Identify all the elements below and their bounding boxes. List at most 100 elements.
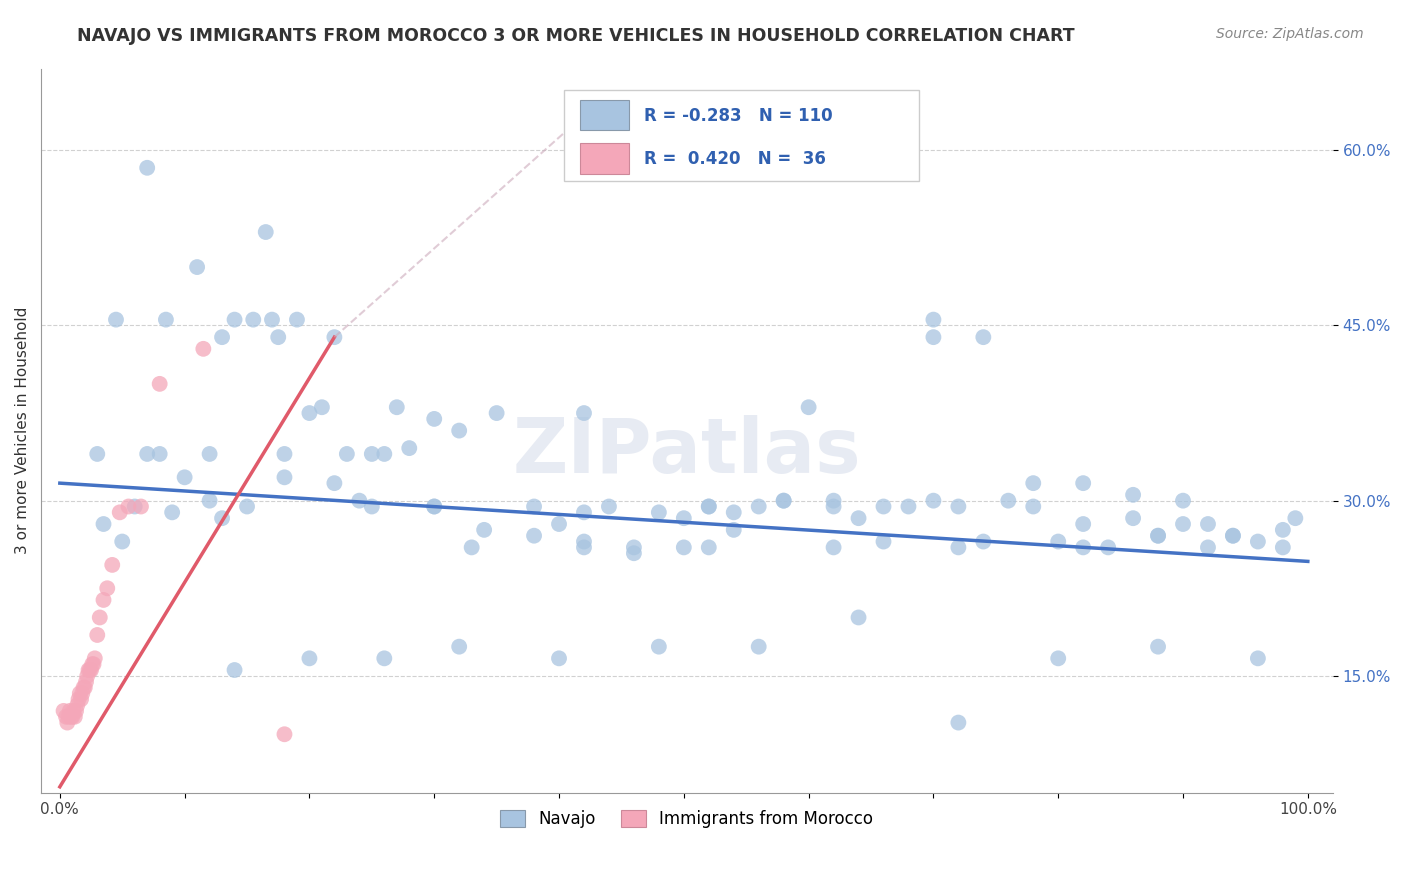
Point — [75, 674, 97, 689]
Point — [79, 663, 101, 677]
Point — [423, 500, 446, 514]
Point — [972, 534, 994, 549]
Point — [93, 516, 115, 531]
Point — [52, 704, 75, 718]
Point — [360, 500, 382, 514]
Point — [65, 704, 87, 718]
Point — [449, 424, 471, 438]
Point — [254, 225, 277, 239]
Point — [997, 493, 1019, 508]
Point — [160, 505, 183, 519]
Point — [1047, 651, 1070, 665]
Point — [872, 500, 894, 514]
Point — [260, 312, 283, 326]
Point — [101, 558, 124, 572]
Point — [198, 447, 221, 461]
Point — [948, 715, 970, 730]
Point — [948, 500, 970, 514]
Point — [373, 447, 395, 461]
Point — [62, 704, 84, 718]
Point — [267, 330, 290, 344]
Point — [572, 541, 595, 555]
Point — [472, 523, 495, 537]
Point — [723, 523, 745, 537]
Point — [823, 493, 845, 508]
Point — [298, 406, 321, 420]
Point — [385, 401, 408, 415]
Point — [149, 376, 172, 391]
Point — [823, 500, 845, 514]
Point — [136, 447, 159, 461]
Point — [1022, 500, 1045, 514]
Point — [58, 710, 80, 724]
Text: Source: ZipAtlas.com: Source: ZipAtlas.com — [1216, 27, 1364, 41]
Point — [86, 447, 108, 461]
Point — [273, 727, 295, 741]
Point — [373, 651, 395, 665]
Point — [623, 541, 645, 555]
Point — [423, 412, 446, 426]
Point — [1197, 516, 1219, 531]
Point — [423, 500, 446, 514]
Point — [273, 447, 295, 461]
Point — [672, 541, 695, 555]
Point — [697, 500, 720, 514]
FancyBboxPatch shape — [564, 90, 920, 181]
Point — [155, 312, 177, 326]
Point — [897, 500, 920, 514]
Point — [186, 260, 208, 274]
FancyBboxPatch shape — [579, 100, 628, 130]
Point — [224, 663, 246, 677]
Point — [242, 312, 264, 326]
Point — [1122, 511, 1144, 525]
Point — [872, 534, 894, 549]
Point — [273, 470, 295, 484]
Point — [572, 505, 595, 519]
Text: NAVAJO VS IMMIGRANTS FROM MOROCCO 3 OR MORE VEHICLES IN HOUSEHOLD CORRELATION CH: NAVAJO VS IMMIGRANTS FROM MOROCCO 3 OR M… — [77, 27, 1076, 45]
Point — [848, 610, 870, 624]
Point — [1022, 476, 1045, 491]
Point — [129, 500, 152, 514]
Point — [77, 663, 100, 677]
Point — [697, 541, 720, 555]
Point — [697, 500, 720, 514]
Point — [648, 640, 671, 654]
Text: ZIPatlas: ZIPatlas — [513, 416, 862, 490]
Point — [1071, 516, 1094, 531]
Point — [323, 330, 346, 344]
Point — [1222, 529, 1244, 543]
Point — [572, 534, 595, 549]
Point — [823, 541, 845, 555]
Point — [86, 628, 108, 642]
Point — [211, 330, 233, 344]
Point — [83, 651, 105, 665]
Point — [1171, 493, 1194, 508]
Point — [336, 447, 359, 461]
Y-axis label: 3 or more Vehicles in Household: 3 or more Vehicles in Household — [15, 307, 30, 554]
Point — [285, 312, 308, 326]
Point — [124, 500, 146, 514]
Point — [972, 330, 994, 344]
Point — [598, 500, 620, 514]
Point — [1222, 529, 1244, 543]
Point — [63, 710, 86, 724]
Point — [76, 669, 98, 683]
Point — [672, 511, 695, 525]
Point — [922, 312, 945, 326]
Point — [211, 511, 233, 525]
Point — [111, 534, 134, 549]
Point — [1271, 541, 1294, 555]
FancyBboxPatch shape — [579, 143, 628, 174]
Point — [1122, 488, 1144, 502]
Point — [96, 581, 118, 595]
Point — [60, 710, 83, 724]
Point — [72, 686, 94, 700]
Point — [298, 651, 321, 665]
Point — [572, 406, 595, 420]
Point — [360, 447, 382, 461]
Point — [67, 692, 90, 706]
Point — [523, 500, 546, 514]
Point — [548, 651, 571, 665]
Point — [311, 401, 333, 415]
Point — [82, 657, 104, 672]
